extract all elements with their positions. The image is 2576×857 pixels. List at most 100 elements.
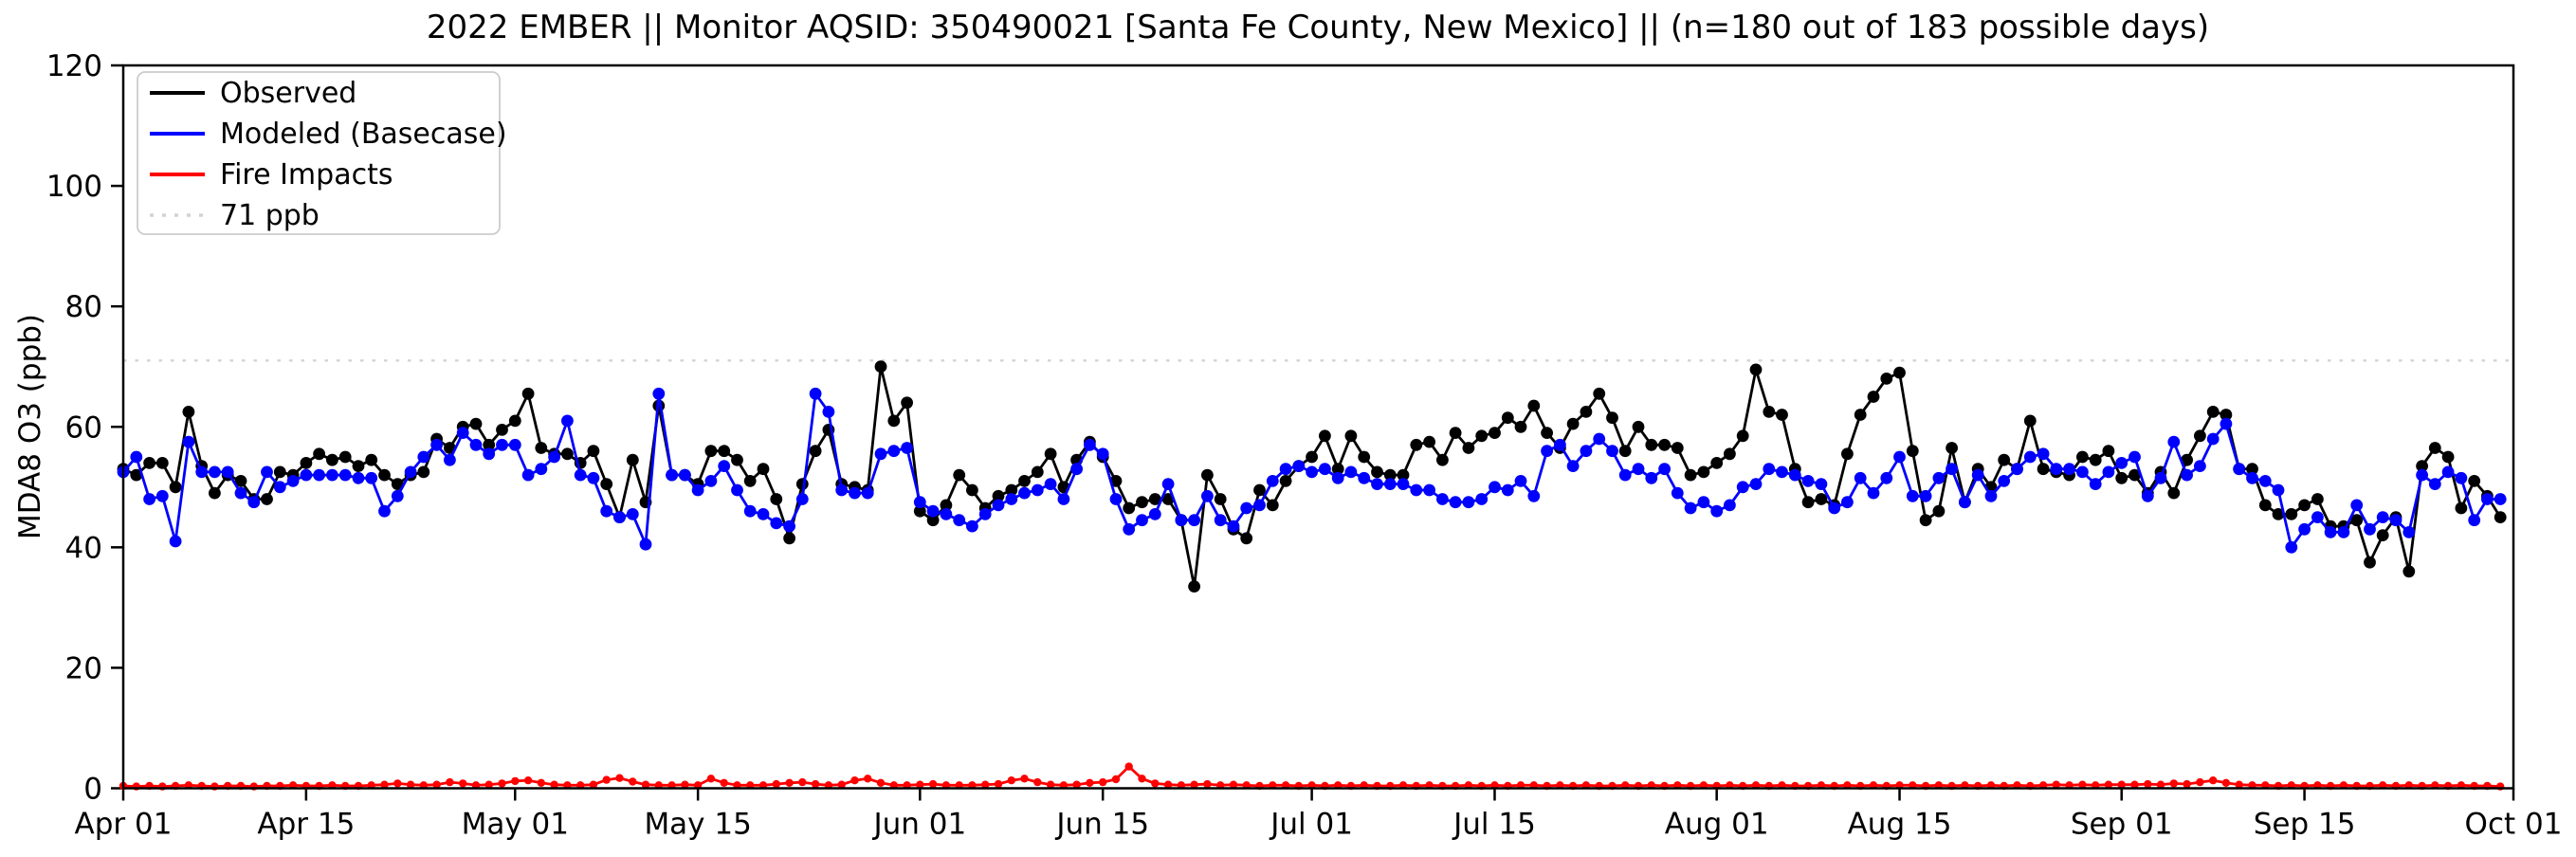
series-marker-modeled-basecase-: [1161, 478, 1175, 490]
series-marker-modeled-basecase-: [835, 483, 849, 497]
series-marker-observed: [1618, 445, 1632, 458]
series-marker-observed: [926, 514, 940, 527]
plot-area: 0 20 40 60 80 100 120 Apr 01 Apr 15 May 01 May 15 J…: [46, 49, 2563, 842]
series-marker-modeled-basecase-: [1070, 463, 1083, 476]
x-tick-label: Jul 01: [1269, 808, 1353, 842]
series-marker-fire-impacts: [720, 778, 728, 787]
series-marker-observed: [2206, 406, 2220, 418]
series-marker-observed: [2023, 414, 2037, 428]
series-marker-modeled-basecase-: [783, 520, 795, 533]
series-marker-modeled-basecase-: [195, 465, 209, 479]
series-marker-observed: [1383, 468, 1397, 482]
series-marker-modeled-basecase-: [1998, 475, 2011, 487]
series-marker-observed: [2285, 508, 2298, 520]
series-marker-observed: [1423, 435, 1435, 448]
series-marker-observed: [1136, 496, 1148, 509]
series-marker-modeled-basecase-: [2494, 493, 2507, 505]
series-marker-modeled-basecase-: [1358, 471, 1371, 484]
series-marker-observed: [2441, 450, 2455, 464]
series-marker-observed: [731, 453, 743, 466]
series-marker-observed: [261, 493, 273, 505]
series-marker-fire-impacts: [380, 780, 389, 789]
series-marker-observed: [1697, 465, 1710, 479]
series-marker-modeled-basecase-: [1044, 478, 1057, 490]
series-marker-observed: [2350, 514, 2364, 527]
series-marker-observed: [1123, 501, 1136, 515]
series-marker-observed: [2246, 463, 2258, 476]
series-marker-modeled-basecase-: [626, 508, 639, 520]
series-marker-fire-impacts: [811, 779, 820, 789]
series-marker-observed: [352, 460, 365, 472]
series-marker-observed: [1031, 465, 1044, 479]
series-marker-observed: [743, 475, 757, 487]
series-marker-modeled-basecase-: [822, 406, 835, 418]
series-marker-observed: [587, 445, 600, 458]
series-marker-observed: [1279, 475, 1292, 487]
series-marker-modeled-basecase-: [731, 483, 743, 497]
series-marker-modeled-basecase-: [1854, 471, 1867, 484]
series-marker-observed: [1801, 496, 1815, 509]
series-marker-fire-impacts: [850, 776, 859, 785]
series-marker-modeled-basecase-: [1776, 465, 1788, 479]
series-marker-observed: [2167, 486, 2181, 500]
series-marker-modeled-basecase-: [1671, 486, 1684, 500]
series-marker-fire-impacts: [772, 779, 780, 789]
series-marker-modeled-basecase-: [600, 504, 613, 518]
series-marker-modeled-basecase-: [2167, 435, 2181, 448]
series-marker-modeled-basecase-: [966, 520, 978, 533]
y-tick-label: 20: [65, 651, 102, 685]
x-tick-label: Jun 01: [871, 808, 966, 842]
series-marker-modeled-basecase-: [743, 504, 757, 518]
series-marker-modeled-basecase-: [574, 468, 587, 482]
series-marker-modeled-basecase-: [1292, 460, 1306, 472]
series-marker-observed: [2102, 445, 2115, 458]
series-marker-modeled-basecase-: [1240, 501, 1253, 515]
series-marker-fire-impacts: [1124, 762, 1133, 771]
series-marker-observed: [521, 387, 535, 400]
series-marker-observed: [2128, 468, 2141, 482]
series-marker-modeled-basecase-: [1932, 471, 1946, 484]
y-tick-label: 100: [46, 170, 102, 204]
series-marker-observed: [966, 483, 978, 497]
series-marker-observed: [143, 457, 156, 469]
series-marker-modeled-basecase-: [444, 453, 456, 466]
series-marker-modeled-basecase-: [261, 465, 273, 479]
series-marker-modeled-basecase-: [1788, 468, 1801, 482]
series-marker-observed: [2298, 499, 2311, 512]
series-marker-observed: [2089, 453, 2102, 466]
series-marker-fire-impacts: [550, 780, 558, 789]
series-marker-observed: [1763, 406, 1776, 418]
series-marker-observed: [1358, 450, 1371, 464]
series-marker-modeled-basecase-: [2194, 460, 2206, 472]
series-marker-modeled-basecase-: [143, 493, 156, 505]
series-marker-observed: [1436, 453, 1449, 466]
series-marker-modeled-basecase-: [1148, 508, 1161, 520]
series-marker-observed: [1319, 429, 1331, 443]
series-marker-modeled-basecase-: [2389, 514, 2402, 527]
series-marker-observed: [1188, 580, 1200, 593]
series-marker-fire-impacts: [393, 779, 402, 788]
series-marker-modeled-basecase-: [2441, 465, 2455, 479]
y-axis-label: MDA8 O3 (ppb): [13, 314, 47, 539]
series-marker-observed: [757, 463, 770, 476]
series-marker-observed: [1684, 468, 1697, 482]
series-marker-observed: [1566, 417, 1580, 430]
series-marker-modeled-basecase-: [1344, 465, 1358, 479]
series-marker-modeled-basecase-: [2050, 463, 2063, 476]
series-marker-modeled-basecase-: [2102, 465, 2115, 479]
series-marker-observed: [2455, 501, 2468, 515]
series-marker-fire-impacts: [1099, 777, 1107, 787]
series-marker-observed: [1841, 447, 1854, 461]
series-marker-observed: [953, 468, 966, 482]
series-marker-fire-impacts: [2144, 779, 2152, 789]
series-marker-modeled-basecase-: [1449, 496, 1462, 509]
series-marker-modeled-basecase-: [469, 438, 483, 451]
series-marker-observed: [940, 499, 953, 512]
series-marker-modeled-basecase-: [1971, 468, 1984, 482]
series-marker-modeled-basecase-: [901, 442, 913, 454]
series-marker-modeled-basecase-: [1201, 489, 1214, 502]
series-marker-observed: [809, 445, 822, 458]
series-marker-observed: [2181, 453, 2194, 466]
series-marker-modeled-basecase-: [718, 460, 731, 472]
